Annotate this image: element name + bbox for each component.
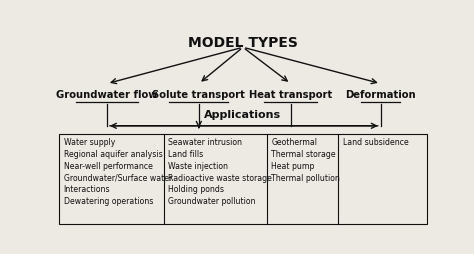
Bar — [59, 134, 427, 224]
Text: Water supply
Regional aquifer analysis
Near-well performance
Groundwater/Surface: Water supply Regional aquifer analysis N… — [64, 138, 172, 205]
Text: Heat transport: Heat transport — [249, 89, 332, 99]
Text: Applications: Applications — [204, 109, 282, 119]
Text: MODEL TYPES: MODEL TYPES — [188, 36, 298, 50]
Text: Land subsidence: Land subsidence — [343, 138, 409, 147]
Text: Seawater intrusion
Land fills
Waste injection
Radioactive waste storage
Holding : Seawater intrusion Land fills Waste inje… — [168, 138, 272, 205]
Text: Groundwater flow: Groundwater flow — [56, 89, 158, 99]
Text: Deformation: Deformation — [346, 89, 416, 99]
Text: Solute transport: Solute transport — [153, 89, 245, 99]
Text: Geothermal
Thermal storage
Heat pump
Thermal pollution: Geothermal Thermal storage Heat pump The… — [271, 138, 340, 182]
